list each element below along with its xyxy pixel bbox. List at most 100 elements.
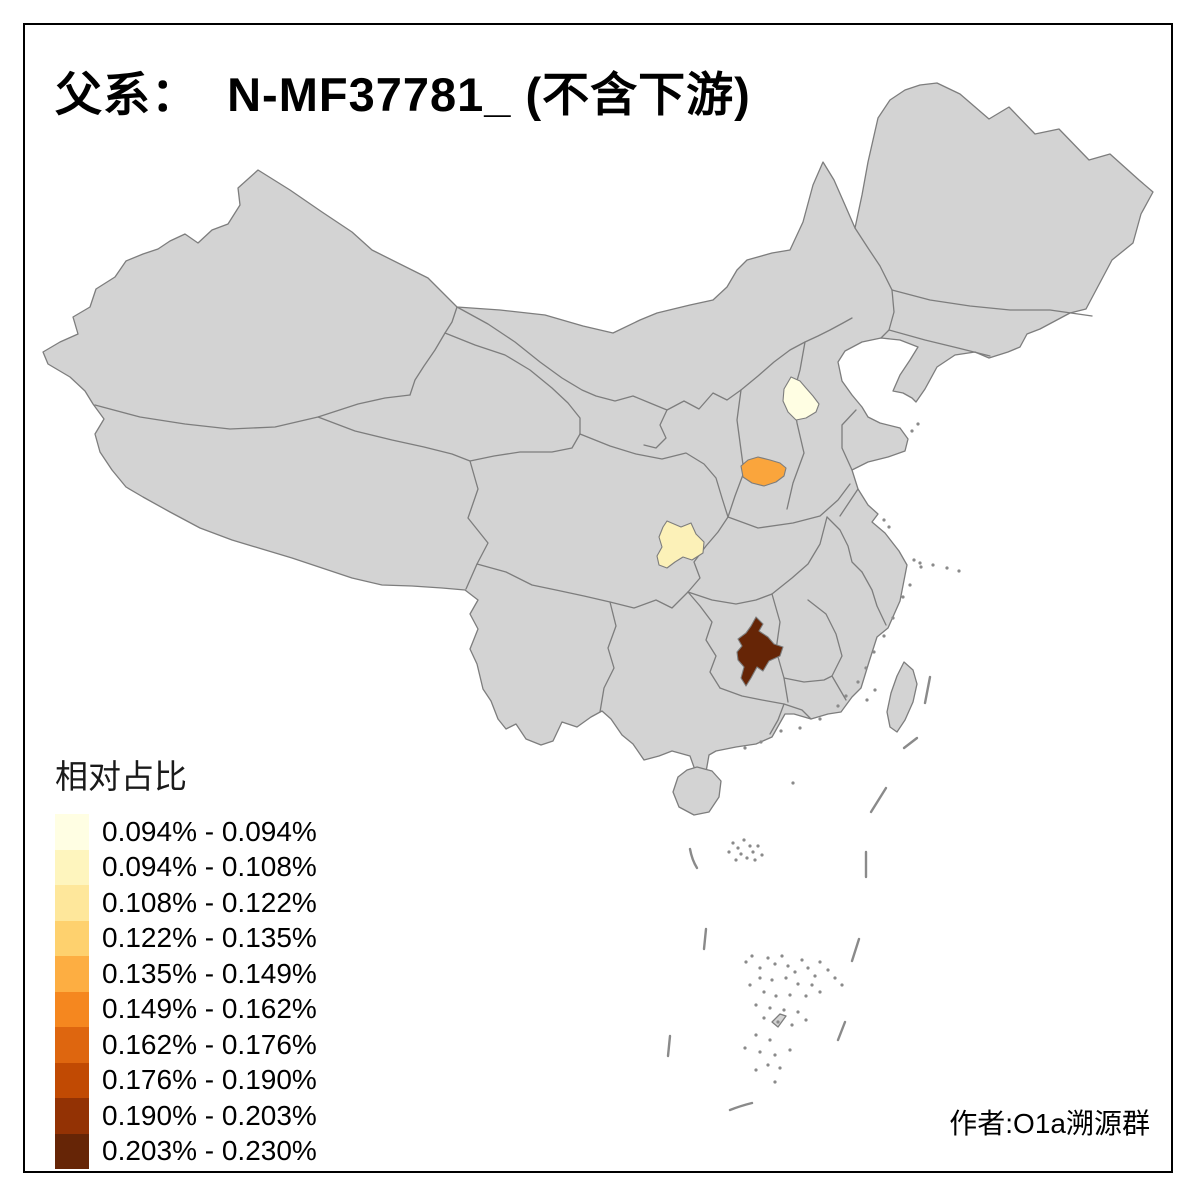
islet-dot [753,858,757,862]
highlighted-regions [656,376,820,687]
legend-row: 0.094% - 0.094% [55,814,317,850]
islet-dot [748,983,752,987]
legend-label: 0.203% - 0.230% [102,1135,317,1167]
legend-label: 0.122% - 0.135% [102,922,317,954]
islet-dot [882,634,886,638]
islet-dot [786,964,790,968]
legend-label: 0.149% - 0.162% [102,993,317,1025]
plot-title: 父系： N-MF37781_ (不含下游) [55,68,751,121]
legend-row: 0.190% - 0.203% [55,1098,317,1134]
islet-dot [836,704,840,708]
islet-dot [910,429,914,433]
region-north [782,376,820,421]
islet-dot [840,983,844,987]
islet-dot [773,962,777,966]
plot-frame [23,23,1173,1173]
islet-dot [790,1023,794,1027]
islet-dot [804,994,808,998]
islet-dot [810,983,814,987]
islet-dot [742,838,746,842]
region-central [740,456,787,487]
boundary-dash [869,786,888,814]
islet-dot [768,1006,772,1010]
boundary-dash [702,927,708,951]
islet-dot [756,844,760,848]
islet-dot [826,968,830,972]
islet-dot [762,1016,766,1020]
islet-dot [734,858,738,862]
islet-dot [788,1048,792,1052]
islet-dot [754,1003,758,1007]
islet-dot [793,970,797,974]
islet-dot [766,1063,770,1067]
islet-dot [748,844,752,848]
islet-dot [788,993,792,997]
islet-dot [918,561,922,565]
islet-dot [762,990,766,994]
islet-dot [818,960,822,964]
legend-swatch [55,849,89,885]
islet-dot [919,565,923,569]
islet-dot [774,994,778,998]
legend: 相对占比 0.094% - 0.094% 0.094% - 0.108% 0.108… [55,750,317,1169]
islet-dot [782,1008,786,1012]
islet-dot [758,976,762,980]
boundary-dash [688,847,699,870]
islet-dot [864,666,868,670]
legend-label: 0.190% - 0.203% [102,1099,317,1131]
islet-dot [773,1053,777,1057]
legend-label: 0.108% - 0.122% [102,886,317,918]
legend-title: 相对占比 [55,758,187,795]
islet-dot [800,958,804,962]
islet-dot [912,558,916,562]
islet-dot [791,781,795,785]
legend-swatch [55,1062,89,1098]
boundary-dash [850,937,861,963]
hainan-island [672,766,722,816]
islet-dot [750,954,754,958]
legend-row: 0.149% - 0.162% [55,991,317,1027]
legend-label: 0.094% - 0.108% [102,851,317,883]
islet-dot [778,1066,782,1070]
province-borders [94,227,1093,735]
islet-dot [743,1046,747,1050]
legend-swatch [55,920,89,956]
islet-dot [818,717,822,721]
legend-label: 0.162% - 0.176% [102,1028,317,1060]
islet-dot [759,740,763,744]
nine-dash-line-segments [666,675,932,1112]
islet-dot [844,694,848,698]
legend-swatch [55,814,89,850]
islet-dot [770,978,774,982]
islet-dot [760,853,764,857]
boundary-dash [923,675,932,705]
legend-swatch [55,956,89,992]
legend-label: 0.094% - 0.094% [102,815,317,847]
mainland-landmass [42,82,1154,773]
islet-dot [865,698,869,702]
legend-row: 0.094% - 0.108% [55,849,317,885]
islet-dot [766,956,770,960]
attribution-text: 作者:O1a溯源群 [949,1108,1150,1139]
islet-dot [784,976,788,980]
islet-dot [833,976,837,980]
islet-dot [727,850,731,854]
region-central-west [656,520,705,569]
islet-dot [758,1050,762,1054]
islet-dot [957,569,961,573]
legend-row: 0.203% - 0.230% [55,1133,317,1169]
taiwan-island [886,661,918,733]
legend-row: 0.176% - 0.190% [55,1062,317,1098]
islet-dot [901,595,905,599]
islet-dot [882,518,886,522]
islet-dot [806,966,810,970]
legend-row: 0.122% - 0.135% [55,920,317,956]
islet-dot [773,1080,777,1084]
islet-dot [736,846,740,850]
islet-dot [744,960,748,964]
islet-dot [813,974,817,978]
legend-row: 0.108% - 0.122% [55,885,317,921]
legend-swatch [55,885,89,921]
islet-dot [758,966,762,970]
